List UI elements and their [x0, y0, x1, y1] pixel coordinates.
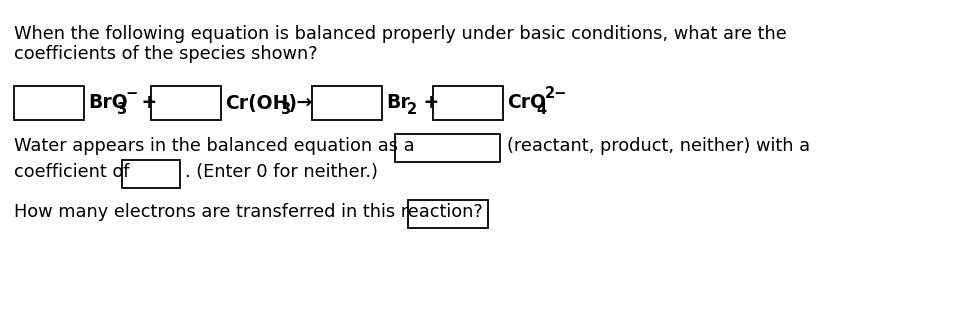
Text: 3: 3 — [116, 101, 126, 117]
Text: +: + — [417, 93, 439, 112]
Text: →: → — [290, 93, 312, 112]
Bar — [433, 86, 503, 120]
Text: 2−: 2− — [545, 86, 567, 101]
Text: BrO: BrO — [88, 93, 128, 112]
Text: −: − — [125, 86, 138, 101]
Text: How many electrons are transferred in this reaction?: How many electrons are transferred in th… — [14, 203, 483, 221]
Text: 4: 4 — [536, 101, 547, 117]
Text: When the following equation is balanced properly under basic conditions, what ar: When the following equation is balanced … — [14, 25, 787, 43]
Bar — [122, 160, 180, 188]
Text: 3: 3 — [280, 101, 290, 117]
Text: 2: 2 — [407, 101, 417, 117]
Bar — [395, 134, 500, 162]
Text: coefficient of: coefficient of — [14, 163, 130, 181]
Bar — [151, 86, 221, 120]
Text: CrO: CrO — [507, 93, 546, 112]
Text: Cr(OH): Cr(OH) — [225, 93, 297, 112]
Bar — [14, 86, 84, 120]
Text: coefficients of the species shown?: coefficients of the species shown? — [14, 45, 317, 63]
Text: Water appears in the balanced equation as a: Water appears in the balanced equation a… — [14, 137, 415, 155]
Text: +: + — [135, 93, 157, 112]
Text: . (Enter 0 for neither.): . (Enter 0 for neither.) — [185, 163, 378, 181]
Text: Br: Br — [386, 93, 410, 112]
Bar — [312, 86, 382, 120]
Text: (reactant, product, neither) with a: (reactant, product, neither) with a — [507, 137, 810, 155]
Bar — [408, 200, 488, 228]
